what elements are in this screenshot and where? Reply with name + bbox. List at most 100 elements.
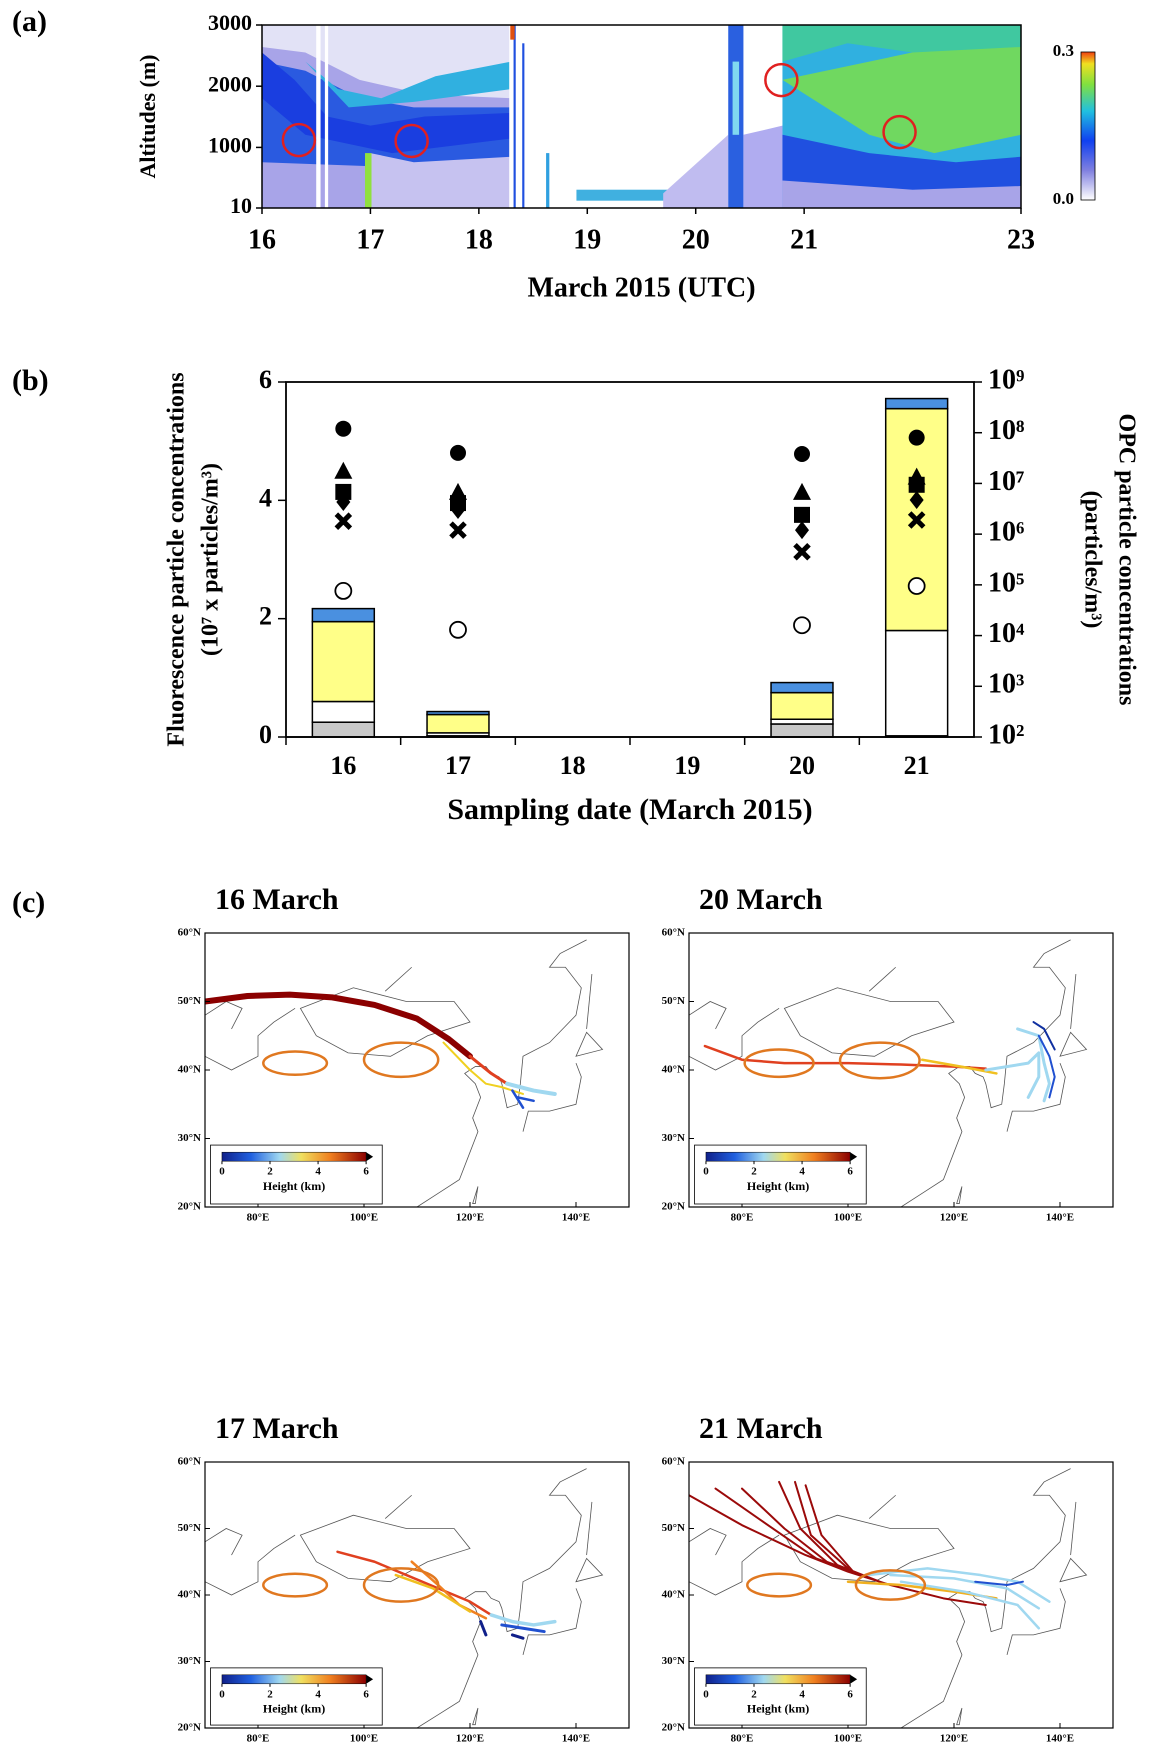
- x-tick-label: 18: [465, 224, 493, 255]
- colorbar-label: Height (km): [263, 1179, 325, 1193]
- x-tick-label: 140°E: [1046, 1733, 1074, 1745]
- colorbar-tick-label: 6: [847, 1688, 853, 1700]
- x-tick-label: 19: [674, 751, 700, 780]
- colorbar-tick-label: 2: [267, 1166, 273, 1178]
- colorbar-label: Height (km): [747, 1179, 809, 1193]
- bar-segment: [312, 622, 374, 702]
- colorbar-tick-label: 4: [315, 1688, 321, 1700]
- y-tick-label: 50°N: [178, 995, 201, 1007]
- colorbar-tick-label: 2: [751, 1688, 757, 1700]
- y-tick-label: 30°N: [662, 1655, 685, 1667]
- y-tick-label: 3000: [208, 10, 252, 35]
- colorbar-tick-label: 0: [219, 1688, 225, 1700]
- x-tick-label: 16: [330, 751, 356, 780]
- x-tick-label: 140°E: [562, 1212, 590, 1224]
- x-tick-label: 80°E: [731, 1733, 754, 1745]
- colorbar-tick-label: 0: [703, 1688, 709, 1700]
- marker: [794, 446, 810, 462]
- y-tick-label: 60°N: [178, 1456, 201, 1468]
- y2-tick-label: 10⁵: [988, 567, 1024, 598]
- plot-frame: [286, 382, 974, 737]
- colorbar-label: Height (km): [263, 1702, 325, 1716]
- y-axis-label: Fluorescence particle concentrations: [164, 372, 190, 746]
- x-tick-label: 100°E: [350, 1733, 378, 1745]
- x-tick-label: 120°E: [940, 1733, 968, 1745]
- x-tick-label: 17: [356, 224, 384, 255]
- bar-segment: [886, 631, 948, 736]
- y2-tick-label: 10⁷: [988, 466, 1024, 497]
- colorbar: [1081, 52, 1095, 200]
- y-tick-label: 60°N: [178, 927, 201, 939]
- bar-segment: [312, 702, 374, 723]
- x-tick-label: 120°E: [456, 1733, 484, 1745]
- marker: [335, 583, 351, 599]
- colorbar: [706, 1152, 850, 1161]
- colorbar-tick-label: 4: [799, 1166, 805, 1178]
- x-tick-label: 80°E: [247, 1212, 270, 1224]
- y-tick-label: 20°N: [178, 1201, 201, 1213]
- y-tick-label: 30°N: [178, 1655, 201, 1667]
- panel-label: (b): [12, 364, 49, 397]
- x-tick-label: 120°E: [940, 1212, 968, 1224]
- y-tick-label: 40°N: [662, 1589, 685, 1601]
- colorbar-tick-label: 0: [219, 1166, 225, 1178]
- x-tick-label: 20: [789, 751, 815, 780]
- colorbar-tick-label: 4: [315, 1166, 321, 1178]
- map-title: 20 March: [699, 883, 823, 916]
- marker: [336, 514, 350, 528]
- bar-segment: [427, 715, 489, 733]
- y-tick-label: 40°N: [662, 1064, 685, 1076]
- map-title: 21 March: [699, 1412, 823, 1445]
- bar-segment: [771, 724, 833, 737]
- x-tick-label: 18: [560, 751, 586, 780]
- y2-tick-label: 10²: [988, 719, 1024, 750]
- colorbar-label: Height (km): [747, 1702, 809, 1716]
- colorbar-tick-label: 6: [847, 1166, 853, 1178]
- y-tick-label: 10: [230, 193, 252, 218]
- marker: [795, 521, 809, 539]
- page: (a)1010002000300016171819202123March 201…: [0, 0, 1174, 1749]
- x-tick-label: 140°E: [1046, 1212, 1074, 1224]
- colorbar: [222, 1152, 366, 1161]
- y-tick-label: 50°N: [662, 1522, 685, 1534]
- marker: [794, 507, 810, 523]
- x-tick-label: 100°E: [834, 1733, 862, 1745]
- y2-tick-label: 10⁸: [988, 415, 1024, 446]
- y-tick-label: 4: [259, 483, 272, 512]
- x-tick-label: 19: [573, 224, 601, 255]
- map-title: 17 March: [215, 1412, 339, 1445]
- x-tick-label: 80°E: [731, 1212, 754, 1224]
- x-tick-label: 21: [904, 751, 930, 780]
- colorbar-tick-label: 4: [799, 1688, 805, 1700]
- y-tick-label: 0: [259, 720, 272, 749]
- marker: [909, 578, 925, 594]
- x-tick-label: 80°E: [247, 1733, 270, 1745]
- marker: [794, 617, 810, 633]
- colorbar-tick-label: 6: [363, 1688, 369, 1700]
- bar-segment: [312, 609, 374, 622]
- marker: [334, 462, 352, 479]
- y-tick-label: 1000: [208, 132, 252, 157]
- y-tick-label: 20°N: [662, 1722, 685, 1734]
- colorbar-tick-label: 0: [703, 1166, 709, 1178]
- panel-label: (a): [12, 5, 47, 38]
- x-tick-label: 21: [790, 224, 818, 255]
- y2-tick-label: 10³: [988, 669, 1024, 700]
- colorbar: [222, 1675, 366, 1684]
- y-tick-label: 40°N: [178, 1064, 201, 1076]
- y-tick-label: 6: [259, 365, 272, 394]
- y-axis-label: (10⁷ x particles/m³): [198, 463, 224, 656]
- colorbar-tick-label: 0.3: [1053, 41, 1074, 60]
- x-tick-label: 120°E: [456, 1212, 484, 1224]
- colorbar-tick-label: 6: [363, 1166, 369, 1178]
- marker: [450, 445, 466, 461]
- y-tick-label: 50°N: [662, 995, 685, 1007]
- bar-segment: [886, 399, 948, 409]
- figure: (a)1010002000300016171819202123March 201…: [0, 0, 1174, 1749]
- marker: [793, 483, 811, 500]
- y-tick-label: 60°N: [662, 1456, 685, 1468]
- bar-segment: [771, 683, 833, 693]
- marker: [909, 477, 925, 493]
- y-tick-label: 20°N: [662, 1201, 685, 1213]
- x-tick-label: 100°E: [834, 1212, 862, 1224]
